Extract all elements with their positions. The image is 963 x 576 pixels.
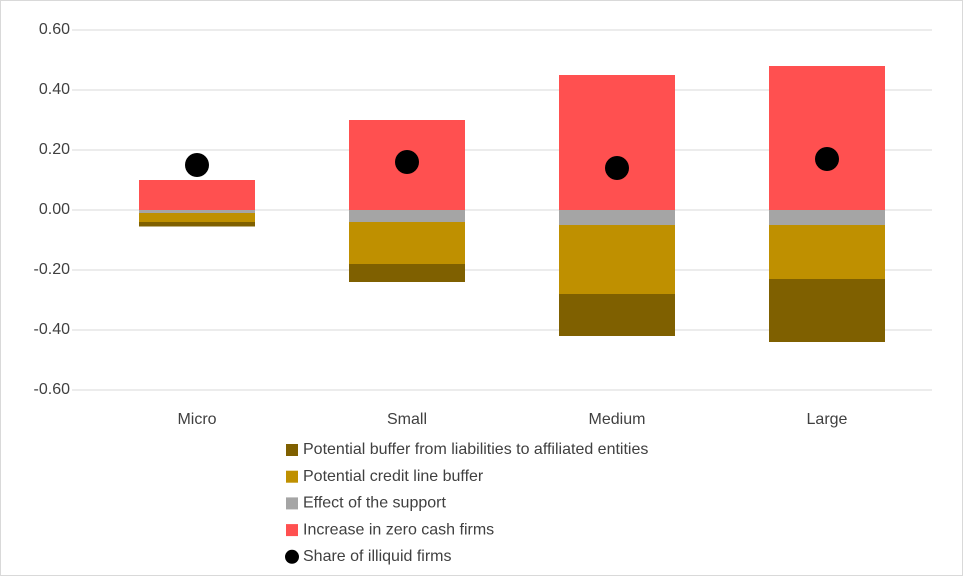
dot [185,153,209,177]
legend-label: Effect of the support [303,495,446,512]
y-tick-label: -0.20 [34,261,71,278]
y-tick-label: -0.60 [34,381,71,398]
x-tick-label: Medium [589,411,646,428]
dot [815,147,839,171]
bar-segment [139,210,255,213]
dot [605,156,629,180]
legend-marker [285,549,299,564]
legend-swatch [286,497,298,510]
bar-segment [559,294,675,336]
y-tick-label: -0.40 [34,321,71,338]
y-tick-label: 0.40 [39,81,70,98]
bar-segment [559,75,675,210]
y-tick-label: 0.60 [39,21,70,38]
legend-label: Potential credit line buffer [303,468,484,485]
bar-segment [559,225,675,294]
x-tick-label: Micro [177,411,216,428]
bar-segment [769,66,885,210]
legend-swatch [286,524,298,537]
legend-swatch [286,470,298,483]
legend-label: Share of illiquid firms [303,548,452,565]
y-tick-label: 0.00 [39,201,70,218]
bar-segment [139,213,255,222]
x-tick-label: Small [387,411,427,428]
bar-segment [139,180,255,210]
bar-segment [769,210,885,225]
bar-segment [559,210,675,225]
bar-segment [349,210,465,222]
bar-segment [139,222,255,227]
legend-label: Potential buffer from liabilities to aff… [303,441,648,458]
legend-swatch [286,444,298,456]
y-tick-label: 0.20 [39,141,70,158]
legend-label: Increase in zero cash firms [303,521,494,538]
bar-segment [349,222,465,264]
bar-segment [349,264,465,282]
x-tick-label: Large [807,411,848,428]
bar-segment [769,225,885,279]
dot [395,150,419,174]
bar-segment [769,279,885,342]
